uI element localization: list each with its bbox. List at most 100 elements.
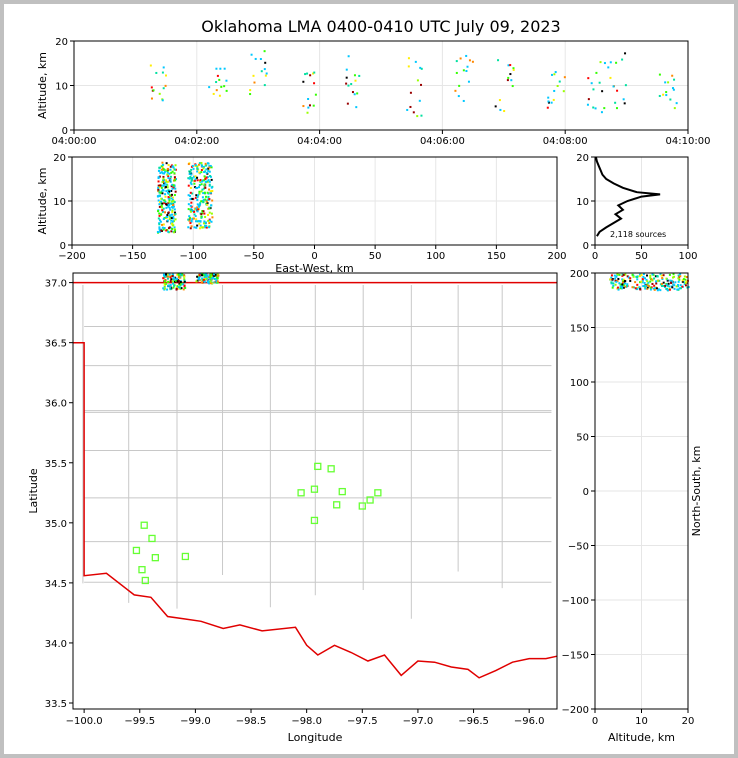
source-point: [168, 199, 171, 202]
source-point: [671, 74, 674, 77]
source-point: [192, 217, 195, 220]
source-point: [158, 214, 161, 217]
source-count-annotation: 2,118 sources: [610, 230, 666, 239]
source-point: [206, 176, 209, 179]
source-point: [163, 199, 166, 202]
source-point: [196, 203, 199, 206]
source-point: [200, 171, 203, 174]
source-point: [644, 287, 647, 290]
source-point: [642, 275, 645, 278]
source-point: [164, 282, 167, 285]
source-point: [213, 277, 216, 280]
source-point: [684, 284, 687, 287]
source-point: [669, 279, 672, 282]
source-point: [196, 167, 199, 170]
source-point: [158, 229, 161, 232]
source-point: [157, 176, 160, 179]
y-tick-label: 50: [576, 433, 589, 444]
source-point: [684, 281, 687, 284]
source-point: [347, 84, 350, 87]
source-point: [199, 202, 202, 205]
source-point: [188, 215, 191, 218]
source-point: [660, 282, 663, 285]
source-point: [201, 277, 204, 280]
source-point: [671, 276, 674, 279]
source-point: [618, 273, 621, 276]
x-axis-label: Longitude: [288, 731, 343, 744]
source-point: [609, 278, 612, 281]
source-point: [188, 219, 191, 222]
source-point: [654, 275, 657, 278]
source-point: [208, 218, 211, 221]
source-point: [203, 191, 206, 194]
source-point: [168, 190, 171, 193]
source-point: [163, 185, 166, 188]
source-point: [173, 284, 176, 287]
source-point: [162, 87, 165, 90]
source-point: [214, 277, 217, 280]
source-point: [558, 80, 561, 83]
source-point: [677, 288, 680, 291]
lma-station: [140, 521, 148, 529]
source-point: [556, 84, 559, 87]
source-point: [208, 188, 211, 191]
source-point: [353, 74, 356, 77]
source-point: [208, 198, 211, 201]
source-point: [167, 164, 170, 167]
source-point: [621, 58, 624, 61]
source-point: [161, 223, 164, 226]
lma-station: [148, 534, 156, 543]
x-tick-label: 10: [635, 716, 648, 727]
source-point: [215, 280, 218, 283]
source-point: [161, 202, 164, 205]
source-point: [644, 284, 647, 287]
source-point: [166, 288, 169, 291]
x-tick-label: 04:02:00: [174, 136, 219, 147]
y-tick-label: 35.0: [45, 519, 67, 530]
source-point: [666, 279, 669, 282]
source-point: [264, 61, 267, 64]
source-point: [647, 281, 650, 284]
x-tick-label: −200: [58, 251, 85, 262]
source-point: [499, 108, 502, 111]
source-point: [189, 210, 192, 213]
source-point: [679, 273, 682, 276]
state-border: [73, 341, 558, 679]
source-point: [204, 186, 207, 189]
source-point: [406, 108, 409, 111]
source-point: [171, 282, 174, 285]
source-point: [208, 222, 211, 225]
source-point: [208, 207, 211, 210]
source-point: [165, 179, 168, 182]
source-point: [619, 283, 622, 286]
source-point: [163, 211, 166, 214]
source-point: [307, 97, 310, 100]
source-point: [159, 185, 162, 188]
source-point: [687, 286, 690, 289]
source-point: [169, 286, 172, 289]
source-point: [161, 181, 164, 184]
source-point: [162, 228, 165, 231]
source-point: [455, 71, 458, 74]
source-point: [189, 181, 192, 184]
source-point: [598, 81, 601, 84]
source-point: [171, 187, 174, 190]
source-point: [203, 175, 206, 178]
source-point: [264, 74, 267, 77]
source-point: [150, 86, 153, 89]
source-point: [182, 283, 185, 286]
source-point: [204, 221, 207, 224]
source-point: [649, 288, 652, 291]
source-point: [202, 187, 205, 190]
source-point: [676, 288, 679, 291]
source-point: [190, 177, 193, 180]
source-point: [167, 176, 170, 179]
x-tick-label: 0: [311, 251, 317, 262]
source-point: [655, 282, 658, 285]
source-point: [163, 287, 166, 290]
source-point: [619, 287, 622, 290]
source-point: [587, 98, 590, 101]
source-point: [210, 204, 213, 207]
source-point: [587, 77, 590, 80]
source-point: [306, 111, 309, 114]
